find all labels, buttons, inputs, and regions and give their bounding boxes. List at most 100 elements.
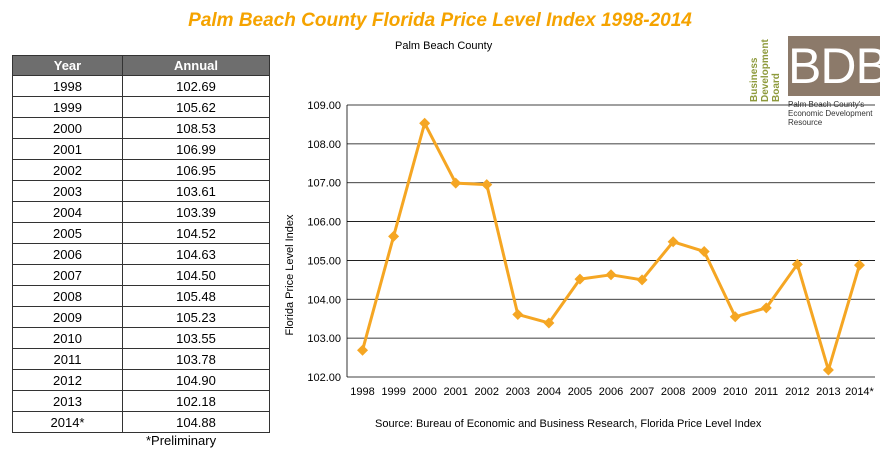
year-cell: 2005	[12, 222, 123, 244]
x-tick-label: 2007	[630, 386, 654, 398]
data-point-marker	[543, 317, 555, 329]
x-tick-label: 2009	[692, 386, 716, 398]
annual-cell: 106.95	[122, 159, 270, 181]
x-tick-label: 2010	[723, 386, 747, 398]
gridlines	[346, 104, 875, 378]
year-cell: 2011	[12, 348, 123, 370]
data-point-marker	[667, 236, 679, 248]
logo-tagline-1: Palm Beach County's	[788, 100, 865, 109]
x-tick-label: 1998	[350, 386, 374, 398]
x-tick-label: 2002	[475, 386, 499, 398]
annual-cell: 104.63	[122, 243, 270, 265]
table-row: 2005 104.52	[12, 222, 270, 244]
year-cell: 2002	[12, 159, 123, 181]
table-row: 2007 104.50	[12, 264, 270, 286]
year-cell: 2006	[12, 243, 123, 265]
x-tick-label: 2003	[506, 386, 530, 398]
annual-cell: 108.53	[122, 117, 270, 139]
preliminary-note: *Preliminary	[146, 433, 217, 448]
year-cell: 1999	[12, 96, 123, 118]
logo-line-3: Board	[771, 73, 782, 102]
line-chart: 102.00 103.00 104.00 105.00 106.00 107.00 108.…	[284, 100, 875, 398]
data-point-marker	[481, 179, 493, 191]
page-title: Palm Beach County Florida Price Level In…	[188, 10, 692, 31]
annual-cell: 106.99	[122, 138, 270, 160]
table-row: 2003 103.61	[12, 180, 270, 202]
table-header-row: Year Annual	[12, 55, 270, 76]
x-tick-label: 2000	[412, 386, 436, 398]
annual-cell: 104.88	[122, 411, 270, 433]
x-tick-label: 1999	[381, 386, 405, 398]
y-tick-label: 102.00	[307, 372, 341, 384]
data-point-marker	[605, 269, 617, 281]
x-tick-label: 2014*	[845, 386, 874, 398]
year-cell: 2003	[12, 180, 123, 202]
data-point-marker	[760, 302, 772, 314]
year-cell: 2012	[12, 369, 123, 391]
table-row: 2009 105.23	[12, 306, 270, 328]
table-row: 1998 102.69	[12, 75, 270, 97]
annual-cell: 103.61	[122, 180, 270, 202]
data-point-marker	[729, 311, 741, 323]
chart-subtitle: Palm Beach County	[395, 40, 493, 52]
annual-cell: 103.55	[122, 327, 270, 349]
column-header-year: Year	[12, 55, 123, 76]
annual-cell: 103.39	[122, 201, 270, 223]
logo-line-2: Development	[760, 39, 771, 102]
year-cell: 2014*	[12, 411, 123, 433]
data-point-marker	[698, 245, 710, 257]
data-point-marker	[512, 308, 524, 320]
series-line	[361, 121, 861, 372]
year-cell: 2004	[12, 201, 123, 223]
data-point-marker	[574, 273, 586, 285]
y-tick-label: 104.00	[307, 294, 341, 306]
table-row: 2010 103.55	[12, 327, 270, 349]
y-tick-label: 109.00	[307, 100, 341, 112]
y-tick-label: 103.00	[307, 333, 341, 345]
x-tick-label: 2006	[599, 386, 623, 398]
logo-vertical-text: Business Development Board	[749, 34, 786, 102]
series-line-group	[357, 117, 865, 376]
y-axis-label: Florida Price Level Index	[284, 214, 296, 336]
y-tick-label: 105.00	[307, 255, 341, 267]
logo-tagline: Palm Beach County's Economic Development…	[788, 100, 883, 127]
y-tick-label: 108.00	[307, 139, 341, 151]
table-row: 2008 105.48	[12, 285, 270, 307]
table-row: 2012 104.90	[12, 369, 270, 391]
x-tick-label: 2005	[568, 386, 592, 398]
x-tick-label: 2012	[785, 386, 809, 398]
annual-cell: 104.52	[122, 222, 270, 244]
x-tick-label: 2004	[537, 386, 561, 398]
table-row: 2000 108.53	[12, 117, 270, 139]
x-tick-labels: 1998 1999 2000 2001 2002 2003 2004 2005 2006 2007…	[350, 386, 874, 398]
x-tick-label: 2008	[661, 386, 685, 398]
annual-cell: 104.50	[122, 264, 270, 286]
bdb-logo: Business Development Board BDB Palm Beac…	[748, 30, 889, 127]
table-row: 2002 106.95	[12, 159, 270, 181]
y-tick-labels: 102.00 103.00 104.00 105.00 106.00 107.00 108.…	[307, 100, 341, 384]
table-row: 2006 104.63	[12, 243, 270, 265]
year-cell: 2000	[12, 117, 123, 139]
annual-cell: 102.18	[122, 390, 270, 412]
x-tick-label: 2001	[443, 386, 467, 398]
year-cell: 1998	[12, 75, 123, 97]
x-tick-label: 2013	[816, 386, 840, 398]
annual-cell: 104.90	[122, 369, 270, 391]
data-point-marker	[853, 259, 865, 271]
annual-cell: 105.23	[122, 306, 270, 328]
table-row: 2001 106.99	[12, 138, 270, 160]
data-point-marker	[419, 117, 431, 129]
table-row: 2013 102.18	[12, 390, 270, 412]
annual-cell: 105.62	[122, 96, 270, 118]
source-note: Source: Bureau of Economic and Business …	[375, 418, 762, 430]
x-tick-label: 2011	[754, 386, 778, 398]
table-row: 2004 103.39	[12, 201, 270, 223]
year-cell: 2007	[12, 264, 123, 286]
data-point-marker	[636, 274, 648, 286]
column-header-annual: Annual	[122, 55, 270, 76]
y-tick-label: 107.00	[307, 178, 341, 190]
year-cell: 2010	[12, 327, 123, 349]
y-tick-label: 106.00	[307, 217, 341, 229]
year-cell: 2009	[12, 306, 123, 328]
table-row: 1999 105.62	[12, 96, 270, 118]
